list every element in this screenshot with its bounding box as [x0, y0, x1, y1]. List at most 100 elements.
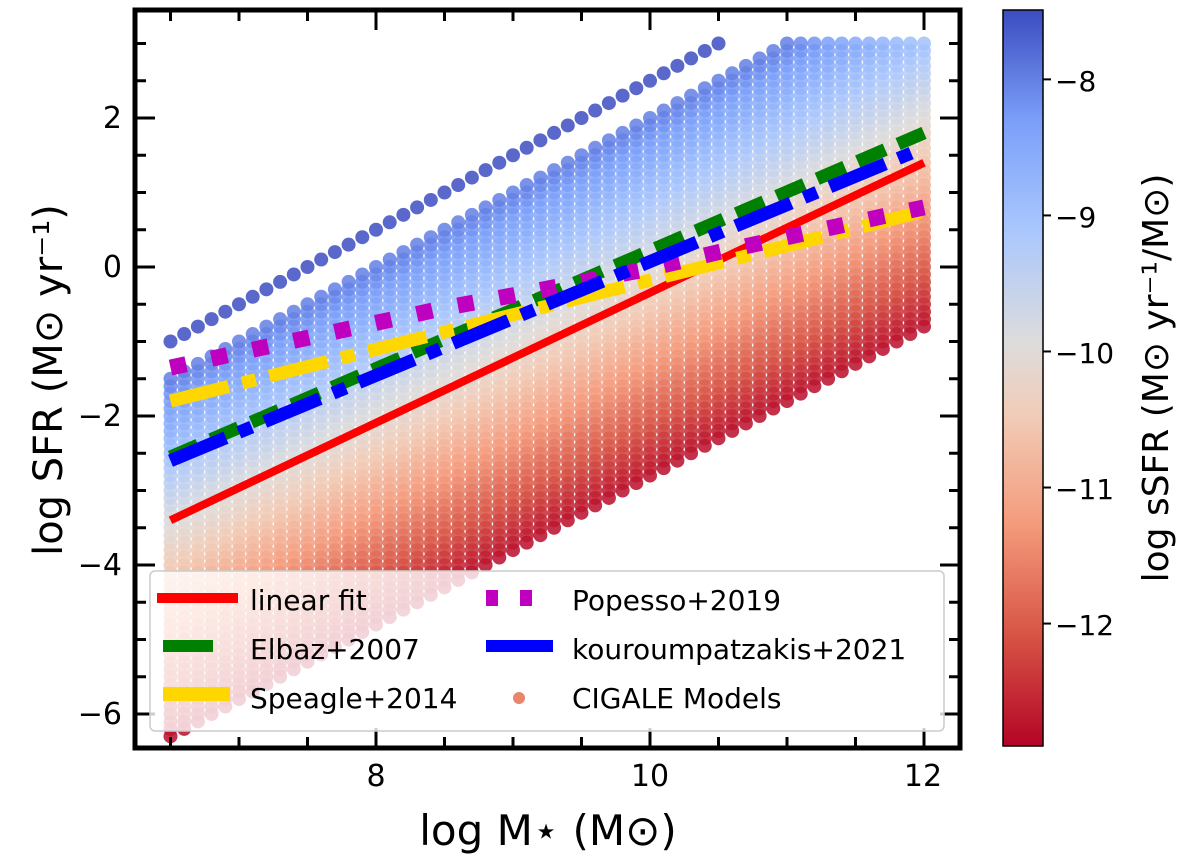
- scatter-point: [533, 133, 548, 148]
- plot-frame: [132, 7, 963, 751]
- colorbar: −8 −9 −10 −11 −12 log sSFR (M⊙ yr⁻¹/M⊙): [1002, 9, 1177, 747]
- scatter-point: [725, 66, 740, 81]
- scatter-point: [355, 267, 370, 282]
- scatter-point: [286, 304, 301, 319]
- scatter-point: [437, 185, 452, 200]
- scatter-point: [588, 140, 603, 155]
- scatter-point: [464, 207, 479, 222]
- scatter-point: [286, 267, 301, 282]
- scatter-point: [643, 73, 657, 88]
- y-tick-label: −2: [78, 399, 122, 434]
- scatter-point: [601, 96, 616, 111]
- scatter-point: [506, 185, 520, 200]
- scatter-point: [369, 222, 383, 237]
- scatter-point: [396, 245, 411, 260]
- reference-lines: [167, 126, 927, 524]
- scatter-point: [437, 222, 452, 237]
- scatter-point: [492, 155, 507, 170]
- colorbar-tick-label: −10: [1055, 337, 1114, 370]
- scatter-point: [355, 230, 370, 245]
- scatter-point: [615, 88, 630, 103]
- legend: linear fit Popesso+2019 Elbaz+2007 kouro…: [149, 570, 945, 732]
- scatter-point: [396, 207, 411, 222]
- scatter-point: [670, 58, 685, 73]
- y-tick-labels: 2 0 −2 −4 −6: [78, 101, 122, 732]
- x-axis-label: log M⋆ (M⊙): [419, 806, 676, 855]
- scatter-point: [341, 274, 356, 289]
- colorbar-gradient: [1002, 9, 1044, 747]
- line-popesso-2019: [168, 199, 926, 376]
- scatter-point: [423, 230, 438, 245]
- scatter-point: [232, 334, 246, 349]
- scatter-point: [369, 260, 383, 274]
- scatter-point: [807, 36, 822, 51]
- colorbar-label: log sSFR (M⊙ yr⁻¹/M⊙): [1136, 174, 1177, 583]
- scatter-point: [752, 51, 767, 66]
- scatter-point: [163, 371, 178, 386]
- scatter-point: [451, 178, 466, 193]
- colorbar-ticks: [1043, 78, 1051, 625]
- scatter-point: [684, 51, 699, 66]
- scatter-point: [560, 118, 575, 133]
- scatter-point: [560, 155, 575, 170]
- scatter-point: [464, 170, 479, 185]
- scatter-point: [711, 36, 726, 51]
- scatter-point: [862, 36, 877, 51]
- scatter-point: [615, 125, 630, 140]
- legend-label: Popesso+2019: [572, 584, 781, 617]
- x-tick-labels: 8 10 12: [366, 759, 942, 794]
- y-tick-label: −4: [78, 548, 122, 583]
- scatter-point: [547, 163, 562, 178]
- scatter-point: [738, 58, 753, 73]
- scatter-point: [793, 36, 808, 51]
- scatter-point: [588, 103, 603, 118]
- y-tick-label: 2: [103, 101, 122, 136]
- scatter-point: [711, 73, 726, 88]
- scatter-point: [601, 133, 616, 148]
- scatter-point: [889, 36, 904, 51]
- y-axis-label: log SFR (M⊙ yr⁻¹): [26, 204, 72, 556]
- scatter-point: [684, 88, 699, 103]
- scatter-point: [314, 289, 329, 304]
- scatter-point: [177, 327, 192, 342]
- scatter-point: [341, 237, 356, 252]
- scatter-point: [218, 304, 233, 319]
- scatter-point: [423, 192, 438, 207]
- y-tick-label: 0: [103, 250, 122, 285]
- colorbar-tick-label: −12: [1055, 609, 1114, 642]
- scatter-point: [245, 327, 260, 342]
- scatter-point: [300, 297, 315, 312]
- scatter-point: [629, 118, 644, 133]
- legend-label: Elbaz+2007: [250, 633, 420, 666]
- scatter-point: [478, 163, 493, 178]
- scatter-point: [232, 297, 246, 312]
- scatter-point: [478, 200, 493, 215]
- colorbar-tick-label: −11: [1055, 473, 1114, 506]
- scatter-point: [327, 245, 342, 260]
- x-tick-label: 10: [631, 759, 669, 794]
- scatter-point: [204, 312, 219, 327]
- scatter-point: [903, 36, 918, 51]
- legend-label: Speagle+2014: [250, 682, 457, 715]
- scatter-point: [273, 312, 288, 327]
- line-linear-fit: [168, 159, 926, 524]
- scatter-point: [780, 36, 794, 51]
- scatter-point: [519, 178, 534, 193]
- scatter-point: [519, 140, 534, 155]
- scatter-point: [848, 36, 863, 51]
- scatter-point: [643, 111, 657, 125]
- scatter-point: [327, 282, 342, 297]
- scatter-point: [766, 43, 781, 58]
- x-tick-label: 12: [904, 759, 942, 794]
- scatter-point: [492, 192, 507, 207]
- scatter-point: [382, 215, 397, 230]
- scatter-point: [506, 148, 520, 163]
- scatter-point: [875, 36, 890, 51]
- scatter-point: [574, 148, 589, 163]
- scatter-point: [697, 43, 712, 58]
- scatter-point: [451, 215, 466, 230]
- legend-swatch-cigale: [513, 692, 525, 704]
- scatter-point: [547, 125, 562, 140]
- x-tick-label: 8: [366, 759, 385, 794]
